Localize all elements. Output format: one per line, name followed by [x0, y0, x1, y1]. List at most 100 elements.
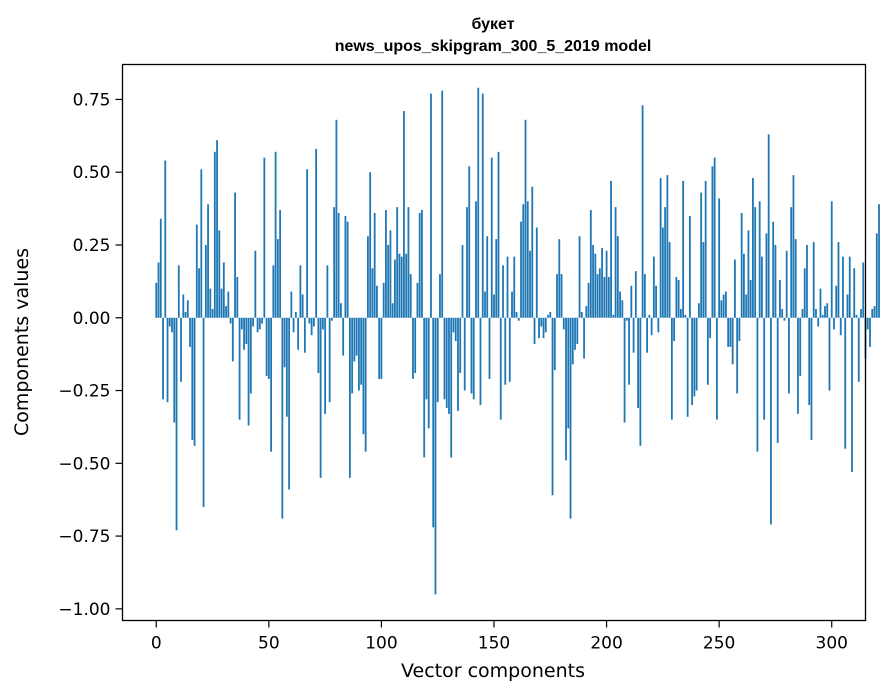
bar	[542, 317, 545, 339]
bar	[490, 157, 493, 318]
x-tick-label: 250	[703, 634, 735, 654]
bar	[166, 317, 169, 403]
bar	[301, 294, 304, 318]
y-tick-label: 0.50	[73, 163, 111, 183]
bar	[779, 279, 781, 318]
bar	[513, 256, 516, 318]
bar	[231, 317, 234, 362]
bar	[349, 317, 351, 478]
bar	[324, 317, 327, 414]
bar	[457, 317, 459, 411]
bar	[177, 265, 180, 318]
bar	[497, 151, 500, 318]
bar	[711, 166, 714, 318]
bar	[637, 317, 639, 408]
bar	[531, 186, 534, 318]
bar	[817, 317, 820, 327]
y-tick-label: −0.25	[58, 382, 110, 402]
bar	[844, 317, 847, 449]
bar	[673, 317, 676, 342]
bar	[330, 317, 333, 321]
bar	[815, 309, 817, 318]
bar	[164, 160, 167, 318]
bar	[249, 317, 252, 394]
bar	[598, 268, 601, 318]
bar	[873, 306, 876, 318]
bar	[261, 317, 263, 324]
bar	[801, 309, 804, 318]
bar	[835, 285, 838, 318]
bar	[493, 294, 495, 318]
bar	[878, 204, 880, 318]
bar	[173, 317, 176, 423]
bar	[533, 317, 536, 344]
bar	[184, 311, 187, 318]
bar	[407, 207, 410, 318]
bar	[477, 87, 480, 318]
bar	[427, 317, 430, 429]
bar-series	[155, 87, 880, 595]
bar	[439, 274, 441, 318]
bar	[423, 317, 426, 458]
bar	[612, 314, 615, 318]
bar	[418, 212, 421, 318]
bar	[648, 314, 651, 318]
bar	[752, 178, 754, 318]
bar	[364, 317, 367, 452]
bar	[285, 317, 288, 417]
y-tick-label: 0.75	[73, 90, 111, 110]
bar	[211, 309, 214, 318]
bar	[830, 201, 833, 318]
bar	[740, 212, 743, 318]
bar	[344, 215, 347, 318]
x-tick-label: 200	[590, 634, 622, 654]
bar	[436, 317, 439, 403]
bar	[623, 317, 626, 423]
bar	[202, 317, 205, 507]
bar	[607, 277, 610, 318]
bar	[371, 268, 374, 318]
bar	[718, 198, 721, 318]
bar	[182, 294, 185, 318]
bar	[774, 244, 777, 318]
bar	[355, 317, 358, 356]
bar	[270, 317, 272, 452]
bar	[603, 277, 606, 318]
bar	[254, 250, 257, 318]
y-tick-label: 0.00	[73, 309, 111, 329]
bar	[454, 317, 457, 342]
bar	[315, 148, 318, 318]
bar	[522, 204, 525, 318]
bar	[639, 317, 642, 446]
bar	[659, 178, 662, 318]
bar	[382, 282, 385, 318]
bar	[222, 262, 225, 318]
bar	[621, 300, 624, 318]
bar	[340, 303, 342, 318]
bar	[792, 175, 795, 318]
bar	[317, 317, 320, 374]
bar	[619, 291, 621, 318]
bar	[857, 317, 860, 382]
bar	[706, 317, 709, 385]
bar	[430, 93, 432, 318]
bar	[391, 303, 394, 318]
bar	[855, 314, 858, 318]
bar	[646, 317, 648, 353]
bar	[337, 212, 340, 318]
bar	[394, 259, 396, 318]
bar	[736, 317, 739, 394]
bar	[772, 221, 775, 318]
bar	[238, 317, 241, 420]
bar	[297, 317, 300, 350]
bar	[693, 317, 696, 397]
bar	[812, 242, 815, 318]
bar	[725, 291, 727, 318]
bar	[193, 317, 196, 446]
bar	[576, 317, 579, 344]
bar	[794, 239, 797, 318]
bar	[562, 317, 565, 330]
bar	[558, 239, 561, 318]
